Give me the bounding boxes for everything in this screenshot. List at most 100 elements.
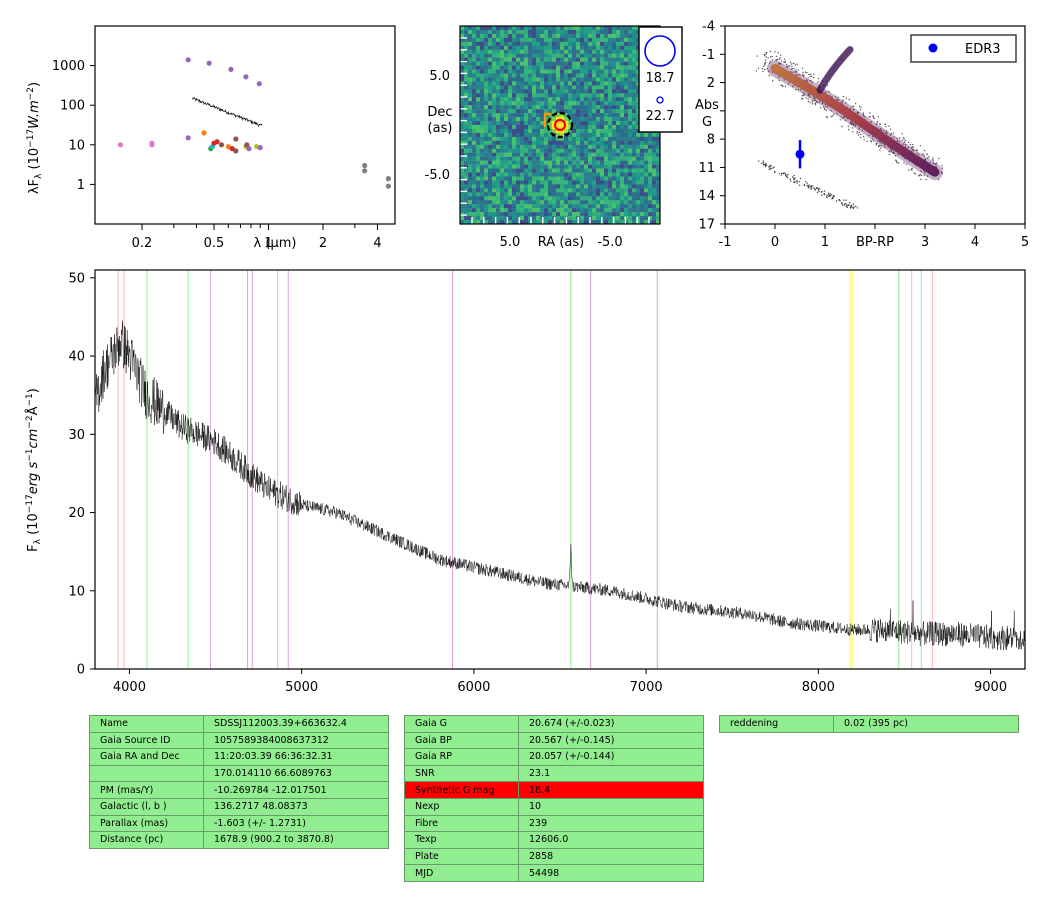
cutout-pixel — [468, 148, 473, 153]
cutout-pixel — [544, 152, 549, 157]
cutout-pixel — [496, 136, 501, 142]
hrd-star — [809, 76, 811, 78]
cutout-pixel — [496, 93, 501, 98]
cutout-pixel — [552, 144, 557, 149]
table-cell-value: 18.4 — [518, 781, 704, 799]
cutout-pixel — [628, 121, 633, 126]
cutout-pixel — [528, 136, 533, 142]
cutout-pixel — [564, 57, 569, 62]
cutout-pixel — [492, 49, 497, 54]
cutout-pixel — [604, 125, 609, 130]
cutout-pixel — [616, 160, 621, 165]
cutout-pixel — [596, 204, 601, 209]
cutout-pixel — [560, 156, 565, 161]
cutout-pixel — [568, 93, 573, 98]
cutout-pixel — [468, 125, 473, 130]
cutout-pixel — [480, 81, 485, 86]
cutout-pixel — [592, 188, 597, 193]
cutout-pixel — [484, 33, 489, 39]
cutout-pixel — [496, 85, 501, 90]
cutout-pixel — [596, 117, 601, 122]
cutout-pixel — [512, 57, 517, 62]
cutout-pixel — [636, 156, 641, 161]
cutout-pixel — [504, 148, 509, 153]
cutout-pixel — [560, 204, 565, 209]
cutout-pixel — [652, 176, 657, 181]
hrd-star — [808, 93, 811, 96]
cutout-pixel — [460, 148, 465, 153]
cutout-pixel — [524, 45, 529, 50]
cutout-pixel — [628, 45, 633, 50]
cutout-pixel — [560, 61, 565, 66]
cutout-pixel — [580, 196, 585, 201]
cutout-pixel — [500, 73, 505, 78]
cutout-pixel — [460, 152, 465, 157]
cutout-pixel — [604, 180, 609, 185]
cutout-pixel — [480, 61, 485, 66]
cutout-pixel — [520, 144, 525, 149]
cutout-pixel — [520, 196, 525, 201]
cutout-pixel — [480, 26, 485, 31]
spectrum-xtick-label: 4000 — [113, 680, 146, 695]
cutout-pixel — [592, 113, 597, 118]
cutout-pixel — [604, 109, 609, 114]
cutout-pixel — [544, 109, 549, 114]
cutout-pixel — [512, 89, 517, 94]
hrd-wd-star — [796, 180, 798, 182]
cutout-pixel — [476, 200, 481, 205]
hrd-star — [813, 99, 815, 102]
cutout-pixel — [548, 176, 553, 181]
cutout-pixel — [572, 172, 577, 177]
cutout-pixel — [600, 49, 605, 54]
cutout-pixel — [468, 168, 473, 173]
cutout-pixel — [464, 184, 469, 189]
table-cell-value: 20.567 (+/-0.145) — [518, 731, 704, 750]
cutout-pixel — [624, 160, 629, 165]
cutout-pixel — [576, 160, 581, 165]
cutout-pixel — [632, 136, 637, 142]
cutout-pixel — [468, 121, 473, 126]
cutout-pixel — [612, 37, 617, 43]
sed-xtick-label: 1 — [264, 236, 272, 251]
cutout-pixel — [592, 89, 597, 94]
cutout-pixel — [576, 148, 581, 153]
cutout-pixel — [560, 121, 565, 126]
cutout-pixel — [560, 180, 565, 185]
hrd-wd-star — [818, 190, 820, 193]
table-cell-value: -1.603 (+/- 1.2731) — [203, 814, 389, 833]
hrd-star — [797, 88, 800, 91]
hrd-star — [919, 145, 922, 147]
table-row: Gaia G 20.674 (+/-0.023) — [404, 715, 704, 733]
cutout-pixel — [492, 192, 497, 197]
cutout-pixel — [468, 61, 473, 66]
cutout-pixel — [552, 29, 557, 35]
hrd-star — [911, 148, 913, 151]
cutout-pixel — [572, 204, 577, 209]
hrd-star — [826, 84, 829, 87]
cutout-pixel — [636, 148, 641, 153]
cutout-pixel — [644, 188, 649, 193]
cutout-pixel — [516, 196, 521, 201]
cutout-pixel — [596, 144, 601, 149]
cutout-pixel — [488, 37, 493, 43]
cutout-pixel — [552, 117, 557, 122]
hrd-star — [800, 97, 803, 100]
table-cell-value: 11:20:03.39 66:36:32.31 — [203, 748, 389, 766]
cutout-pixel — [528, 152, 533, 157]
cutout-pixel — [588, 140, 593, 145]
cutout-pixel — [516, 140, 521, 145]
cutout-pixel — [508, 61, 513, 66]
cutout-pixel — [576, 125, 581, 130]
cutout-pixel — [628, 204, 633, 209]
cutout-pixel — [636, 144, 641, 149]
spectrum-xtick-label: 8000 — [802, 680, 835, 695]
hrd-star — [799, 74, 801, 76]
cutout-pixel — [600, 196, 605, 201]
cutout-pixel — [536, 208, 541, 213]
cutout-pixel — [512, 93, 517, 98]
cutout-pixel — [588, 204, 593, 209]
hrd-star — [839, 119, 841, 121]
hrd-star — [858, 128, 860, 131]
cutout-pixel — [520, 156, 525, 161]
cutout-pixel — [528, 105, 533, 110]
